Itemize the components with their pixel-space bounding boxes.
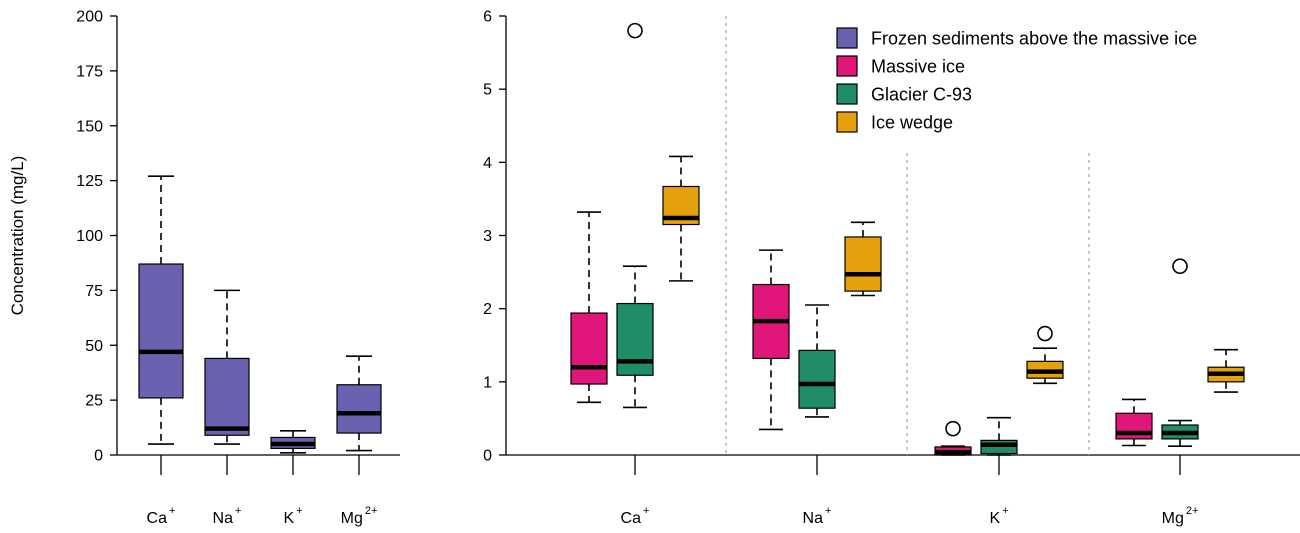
- right-box-s2-c1-iqr-rect: [844, 236, 882, 292]
- right-y-tick-label-1: 1: [483, 374, 492, 391]
- right-box-s2-c2-outlier-0: [1037, 325, 1053, 342]
- left-x-tick-label-2: K +: [283, 505, 302, 527]
- legend-label-2: Glacier C-93: [871, 85, 972, 105]
- right-box-s1-c0-outlier-0: [627, 22, 643, 39]
- legend-swatch-2: [836, 83, 858, 105]
- legend-swatch-1: [836, 55, 858, 77]
- legend-label-0: Frozen sediments above the massive ice: [871, 29, 1197, 49]
- left-x-tick-label-1: Na +: [213, 505, 242, 527]
- left-y-tick-label-3: 75: [85, 283, 103, 300]
- left-y-tick-label-7: 175: [76, 63, 103, 80]
- left-y-tick-label-4: 100: [76, 228, 103, 245]
- right-box-s0-c0-iqr-rect: [570, 312, 608, 385]
- left-y-tick-label-5: 125: [76, 173, 103, 190]
- right-y-tick-label-3: 3: [483, 228, 492, 245]
- right-x-tick-label-3: Mg 2+: [1162, 505, 1199, 527]
- right-x-tick-label-1: Na +: [803, 505, 832, 527]
- right-box-s1-c1-iqr-rect: [798, 349, 836, 409]
- right-y-tick-label-4: 4: [483, 155, 492, 172]
- right-box-s0-c2-outlier-0: [945, 420, 961, 437]
- legend: Frozen sediments above the massive ice Ma…: [836, 27, 1197, 133]
- legend-swatch-0: [836, 27, 858, 49]
- right-chart-panel: 0 1 2 3 4 5 6 Ca + Na + K + Mg 2+ Frozen sediments abov…: [483, 9, 1300, 527]
- left-x-tick-label-0: Ca +: [147, 505, 176, 527]
- left-y-tick-label-2: 50: [85, 338, 103, 355]
- left-box-s0-c0-iqr-rect: [138, 263, 184, 399]
- left-x-tick-label-3: Mg 2+: [341, 505, 378, 527]
- right-y-tick-label-0: 0: [483, 448, 492, 465]
- legend-label-1: Massive ice: [871, 57, 965, 77]
- left-y-tick-label-0: 0: [94, 448, 103, 465]
- right-x-tick-label-0: Ca +: [621, 505, 650, 527]
- legend-label-3: Ice wedge: [871, 113, 953, 133]
- left-y-tick-label-1: 25: [85, 393, 103, 410]
- right-y-tick-label-6: 6: [483, 9, 492, 26]
- left-y-tick-label-6: 150: [76, 118, 103, 135]
- right-box-s1-c3-outlier-0: [1172, 258, 1188, 275]
- left-chart-panel: 0 25 50 75 100 125 150 175 200 Concentration (mg/…: [8, 9, 400, 527]
- right-box-s1-c0-iqr-rect: [616, 302, 654, 376]
- left-y-tick-label-8: 200: [76, 9, 103, 26]
- right-x-tick-label-2: K +: [989, 505, 1008, 527]
- legend-swatch-3: [836, 111, 858, 133]
- right-y-tick-label-2: 2: [483, 301, 492, 318]
- left-box-s0-c3-iqr-rect: [336, 384, 382, 434]
- left-y-axis-label: Concentration (mg/L): [8, 156, 27, 316]
- left-box-s0-c1-iqr-rect: [204, 357, 250, 436]
- right-y-tick-label-5: 5: [483, 82, 492, 99]
